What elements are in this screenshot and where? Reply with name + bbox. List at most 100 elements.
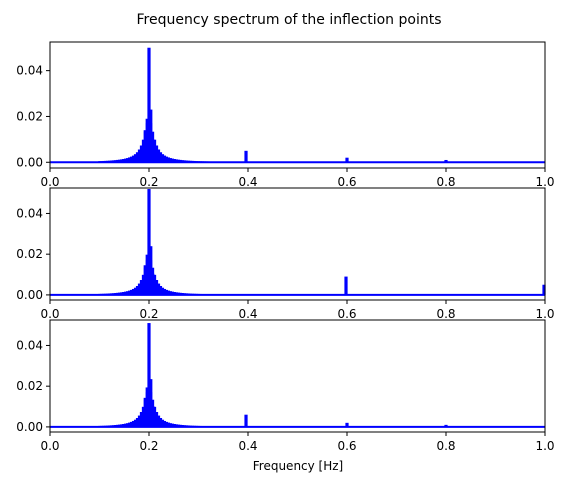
spectrum-bar [129, 421, 133, 427]
spectrum-bar [116, 424, 119, 427]
x-tick-label: 0.0 [40, 307, 59, 321]
x-tick-label: 1.0 [535, 439, 554, 453]
spectrum-bar [185, 425, 188, 427]
spectrum-bar [179, 292, 182, 295]
x-tick-label: 0.2 [139, 175, 158, 189]
spectrum-bar [201, 294, 204, 295]
spectrum-bar [104, 425, 107, 427]
spectrum-bar [108, 160, 111, 163]
spectrum-bar [116, 292, 119, 295]
spectrum-bar [112, 425, 115, 427]
x-tick-label: 0.2 [139, 439, 158, 453]
peak-bar-2 [244, 414, 248, 427]
spectrum-bar [104, 293, 107, 295]
spectrum-bar [161, 287, 165, 295]
spectrum-bar [114, 424, 117, 427]
spectrum-bar [165, 289, 169, 295]
spectrum-bar [211, 161, 214, 163]
x-tick-label: 0.8 [436, 307, 455, 321]
spectrum-bar [151, 139, 155, 163]
spectrum-bar [195, 161, 198, 163]
spectrum-bar [143, 265, 147, 295]
spectrum-bar [149, 379, 153, 427]
spectrum-bar [167, 157, 170, 163]
spectrum-bar [145, 387, 149, 427]
spectrum-bar [189, 425, 192, 427]
spectrum-bar [175, 424, 178, 427]
spectrum-bar [169, 423, 172, 427]
spectrum-bar [207, 294, 210, 295]
spectrum-bar [124, 423, 127, 427]
spectrum-bar [102, 425, 105, 427]
spectrum-bar [139, 145, 143, 163]
spectrum-bar [185, 160, 188, 163]
spectrum-bar [126, 291, 129, 295]
spectrum-bar [133, 287, 137, 295]
spectrum-bar [155, 412, 159, 427]
spectrum-bar [153, 406, 157, 427]
spectrum-bar [181, 292, 184, 295]
spectrum-bar [131, 155, 135, 163]
peak-bar-3 [345, 157, 349, 163]
spectrum-bar [135, 285, 139, 295]
x-tick-label: 0.8 [436, 175, 455, 189]
spectrum-bar [133, 154, 137, 163]
spectrum-bar [173, 424, 176, 427]
spectrum-bar [110, 293, 113, 295]
y-tick-label: 0.00 [16, 420, 43, 434]
spectrum-bar [108, 293, 111, 295]
spectrum-bar [141, 274, 145, 295]
spectrum-bar [149, 109, 153, 163]
spectrum-bar [155, 145, 159, 163]
spectrum-bar [215, 294, 218, 295]
spectrum-bar [114, 292, 117, 295]
spectrum-bar [177, 159, 180, 163]
spectrum-bar [181, 424, 184, 427]
spectrum-bar [191, 293, 194, 295]
y-tick-label: 0.04 [16, 206, 43, 220]
x-tick-label: 0.2 [139, 307, 158, 321]
spectrum-bar [151, 273, 155, 295]
spectrum-bar [126, 423, 129, 427]
spectrum-bar [203, 161, 206, 163]
subplot-2: 0.00 0.02 0.04 0.0 0.2 0.4 0.6 0.8 1.0 [16, 187, 555, 321]
spectrum-bar [110, 425, 113, 427]
spectrum-bar [98, 161, 101, 163]
spectrum-bar [207, 161, 210, 163]
peak-bar-4 [444, 159, 448, 163]
peak-bar-3 [345, 422, 349, 427]
spectrum-bar [165, 421, 169, 427]
spectrum-bar [131, 288, 135, 295]
spectrum-bar [137, 149, 141, 163]
y-tick-label: 0.02 [16, 247, 43, 261]
spectrum-bar [199, 425, 202, 427]
spectrum-bar [118, 424, 121, 427]
spectrum-bar [189, 160, 192, 163]
spectrum-bar [213, 161, 216, 163]
spectrum-bar [135, 417, 139, 427]
spectrum-bar [197, 293, 200, 295]
spectrum-bar [141, 406, 145, 427]
axes-frame [49, 187, 546, 301]
spectrum-bar [155, 280, 159, 295]
spectrum-bar [177, 292, 180, 295]
spectrum-bar [179, 424, 182, 427]
spectrum-bar [141, 139, 145, 163]
spectrum-bar [159, 285, 163, 295]
spectrum-bar [209, 294, 212, 295]
subplot-1: 0.00 0.02 0.04 0.0 0.2 0.4 0.6 0.8 1.0 [16, 41, 555, 189]
spectrum-bar [106, 425, 109, 427]
y-tick-label: 0.00 [16, 155, 43, 169]
x-tick-label: 0.0 [40, 175, 59, 189]
x-tick-label: 0.4 [238, 175, 257, 189]
spectrum-bar [128, 290, 131, 295]
spectrum-bar [197, 425, 200, 427]
spectrum-bar [98, 425, 101, 427]
spectrum-bar [187, 160, 190, 163]
spectrum-bar [171, 423, 174, 427]
y-tick-label: 0.04 [16, 64, 43, 78]
spectrum-bar [122, 159, 125, 163]
spectrum-bar [183, 293, 186, 295]
spectrum-bar [108, 425, 111, 427]
x-tick-label: 1.0 [535, 175, 554, 189]
